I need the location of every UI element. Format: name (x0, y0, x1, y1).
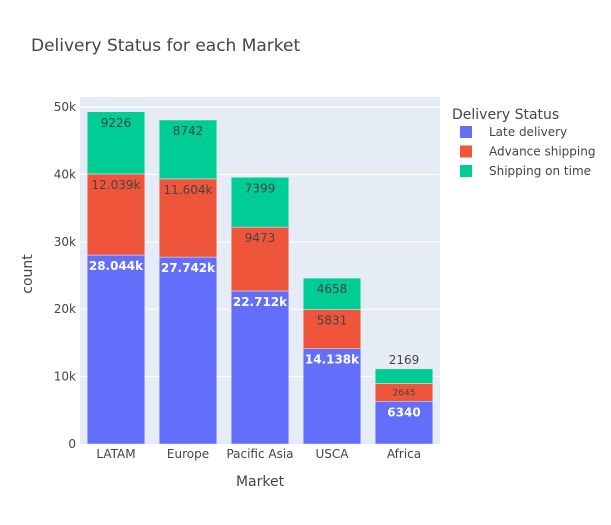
bar-segment (86, 111, 146, 175)
bar-segment (158, 178, 218, 258)
data-label: 4658 (317, 282, 348, 296)
legend-item-label[interactable]: Late delivery (489, 125, 567, 139)
data-label: 2645 (393, 388, 416, 398)
legend-swatch[interactable] (460, 165, 472, 177)
bar-segment (230, 177, 290, 228)
y-tick-label: 50k (54, 100, 76, 114)
y-tick-label: 10k (54, 370, 76, 384)
legend-item-label[interactable]: Advance shipping (489, 145, 595, 159)
y-tick-label: 40k (54, 167, 76, 181)
y-tick-label: 0 (68, 437, 76, 451)
x-tick-label: Africa (387, 447, 421, 461)
bar-segment (302, 309, 362, 349)
legend: Delivery Status Late delivery Advance shi… (452, 107, 595, 178)
x-tick-label: Europe (167, 447, 209, 461)
data-label: 7399 (245, 181, 276, 195)
x-tick-label: LATAM (96, 447, 135, 461)
bar-segment (302, 348, 362, 445)
y-tick-label: 20k (54, 302, 76, 316)
x-axis-title: Market (236, 474, 285, 490)
bar-segment (374, 368, 434, 384)
bar-segment (230, 290, 290, 445)
legend-title: Delivery Status (452, 107, 559, 123)
data-label: 6340 (387, 405, 420, 419)
data-labels: 28.044k 12.039k 9226 27.742k 11.604k 8742 22.7… (89, 116, 421, 420)
bar-segment (86, 173, 146, 256)
data-label: 9473 (245, 231, 276, 245)
x-tick-label: USCA (316, 447, 350, 461)
x-axis-ticks: LATAM Europe Pacific Asia USCA Africa (96, 447, 421, 461)
data-label: 27.742k (161, 261, 216, 275)
chart-title: Delivery Status for each Market (31, 36, 300, 56)
bar-segment (374, 401, 434, 445)
data-label: 12.039k (92, 178, 141, 192)
bar-segment (158, 256, 218, 445)
data-label: 8742 (173, 124, 204, 138)
data-label: 2169 (389, 353, 420, 367)
bars (86, 111, 434, 445)
data-label: 14.138k (305, 353, 360, 367)
data-label: 9226 (101, 116, 132, 130)
legend-swatch[interactable] (460, 126, 472, 138)
bar-segment (86, 254, 146, 445)
bar-segment (230, 226, 290, 292)
data-label: 28.044k (89, 259, 144, 273)
legend-swatch[interactable] (460, 145, 472, 158)
data-label: 11.604k (164, 183, 213, 197)
bar-segment (158, 119, 218, 180)
y-axis-ticks: 0 10k 20k 30k 40k 50k (54, 100, 76, 451)
x-tick-label: Pacific Asia (226, 447, 293, 461)
bar-segment (302, 277, 362, 310)
y-tick-label: 30k (54, 235, 76, 249)
legend-item-label[interactable]: Shipping on time (489, 164, 591, 178)
data-label: 22.712k (233, 295, 288, 309)
y-axis-title: count (20, 254, 36, 294)
data-label: 5831 (317, 313, 348, 327)
